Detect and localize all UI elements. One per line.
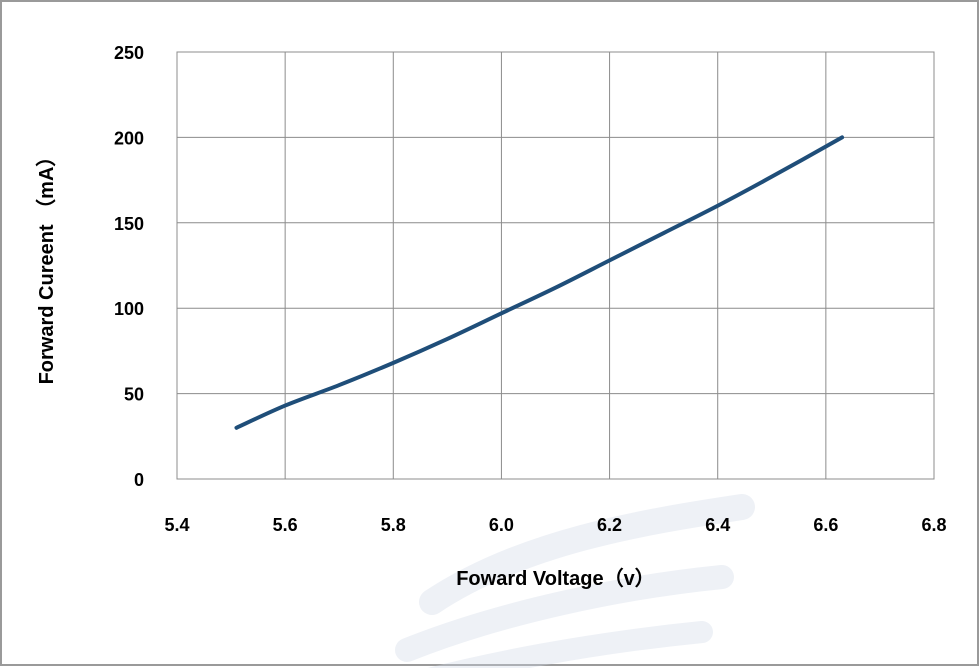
series-line xyxy=(234,135,845,430)
y-tick-label: 0 xyxy=(134,470,144,490)
watermark xyxy=(395,494,755,668)
x-tick-label: 5.8 xyxy=(381,515,406,535)
plot-area xyxy=(176,51,935,480)
y-tick-label: 200 xyxy=(114,128,144,148)
y-axis-title: Forward Cureent （mA） xyxy=(35,147,58,385)
y-tick-label: 250 xyxy=(114,43,144,63)
y-tick-label: 100 xyxy=(114,299,144,319)
x-tick-label: 6.2 xyxy=(597,515,622,535)
y-tick-label: 50 xyxy=(124,385,144,405)
x-tick-label: 6.8 xyxy=(921,515,946,535)
x-axis-ticks: 5.4 5.6 5.8 6.0 6.2 6.4 6.6 6.8 xyxy=(164,515,946,535)
x-tick-label: 5.6 xyxy=(273,515,298,535)
x-axis-title: Foward Voltage（v） xyxy=(456,567,655,590)
y-tick-label: 150 xyxy=(114,214,144,234)
x-tick-label: 6.6 xyxy=(813,515,838,535)
series-layer xyxy=(234,135,845,430)
y-axis-ticks: 0 50 100 150 200 250 xyxy=(114,43,144,490)
plot-border xyxy=(176,51,935,480)
x-tick-label: 6.4 xyxy=(705,515,730,535)
x-tick-label: 5.4 xyxy=(164,515,189,535)
x-tick-label: 6.0 xyxy=(489,515,514,535)
grid xyxy=(176,51,935,480)
